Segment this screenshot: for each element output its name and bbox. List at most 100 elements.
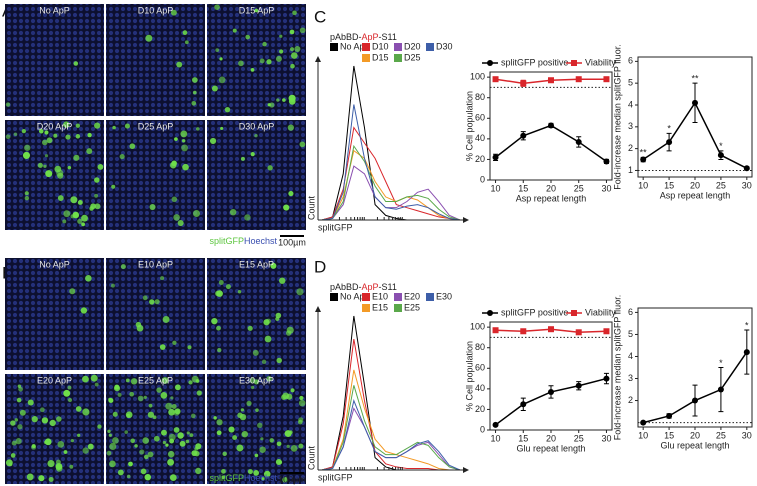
data-point (692, 99, 698, 106)
gfp-cell (195, 379, 200, 383)
gfp-cell (148, 403, 153, 408)
legend-swatch (330, 293, 338, 301)
gfp-cell (75, 406, 82, 412)
legend-label: E15 (372, 302, 388, 312)
gfp-cell (70, 214, 75, 219)
gfp-cell (41, 139, 48, 146)
gfp-cell (259, 58, 265, 64)
gfp-cell (247, 325, 253, 331)
image-label: E10 ApP (138, 259, 173, 269)
legend-label: D10 (372, 41, 389, 51)
image-label: E30 ApP (239, 375, 274, 385)
legend-title-part: -S11 (379, 32, 397, 42)
gfp-cell (283, 204, 290, 211)
significance: ** (640, 148, 648, 158)
gfp-cell (216, 325, 221, 331)
gfp-cell (67, 165, 72, 170)
gfp-cell (82, 375, 89, 383)
significance: * (745, 320, 749, 330)
gfp-cell (255, 408, 259, 413)
data-point (548, 122, 554, 129)
gfp-cell (10, 420, 16, 426)
data-point (520, 80, 527, 87)
gfp-cell (290, 444, 298, 452)
gfp-cell (48, 476, 54, 482)
gfp-cell (160, 392, 168, 399)
gfp-cell (232, 28, 237, 33)
gfp-cell (108, 433, 112, 437)
y-axis-label: Fold-increase median splitGFP fluor. (612, 44, 622, 189)
gfp-cell (14, 418, 19, 422)
gfp-cell (218, 76, 226, 84)
legend-swatch (394, 54, 402, 62)
gfp-cell (62, 219, 67, 224)
gfp-cell (43, 164, 47, 169)
gfp-cell (43, 440, 48, 445)
micrograph (106, 120, 205, 230)
gfp-cell (244, 214, 251, 221)
gfp-cell (139, 449, 145, 455)
gfp-cell (70, 196, 78, 204)
gfp-cell (253, 470, 260, 476)
legend-title-part: pAbBD- (330, 32, 362, 42)
gfp-cell (282, 98, 286, 102)
y-tick-label: 0 (480, 174, 485, 184)
gfp-cell (37, 162, 43, 168)
gfp-cell (21, 128, 27, 134)
gfp-cell (147, 411, 155, 418)
gfp-cell (94, 382, 99, 387)
gfp-cell (267, 165, 273, 171)
gfp-cell (49, 419, 56, 427)
gfp-cell (117, 392, 122, 397)
gfp-cell (290, 52, 298, 59)
y-tick-label: 3 (628, 373, 633, 383)
gfp-cell (45, 170, 53, 178)
gfp-cell (44, 154, 49, 158)
density-curve (321, 339, 460, 471)
x-tick-label: 20 (546, 433, 556, 443)
micrograph (5, 374, 104, 484)
gfp-cell (73, 154, 80, 161)
gfp-cell (237, 412, 243, 419)
gfp-cell (153, 435, 160, 442)
gfp-cell (299, 141, 306, 148)
y-tick-label: 6 (628, 56, 633, 66)
gfp-cell (177, 432, 184, 439)
gfp-cell (109, 442, 117, 451)
gfp-cell (57, 195, 64, 201)
x-tick-label: 15 (664, 430, 674, 440)
data-point (640, 156, 647, 163)
data-point (548, 388, 554, 395)
gfp-cell (63, 121, 70, 128)
data-point (492, 76, 499, 83)
y-tick-label: 1 (628, 165, 633, 175)
gfp-cell (57, 440, 65, 448)
legend-swatch (362, 43, 370, 51)
gfp-cell (149, 203, 156, 211)
gfp-cell (176, 61, 183, 68)
gfp-cell (219, 57, 223, 61)
legend-label: Viability (585, 57, 616, 67)
gfp-cell (187, 345, 192, 350)
scale-bar-label: 100µm (278, 237, 306, 247)
gfp-cell (117, 469, 124, 476)
gfp-cell (109, 460, 116, 468)
gfp-cell (174, 137, 178, 141)
legend-marker (487, 310, 493, 316)
gfp-cell (97, 424, 102, 429)
gfp-cell (41, 417, 49, 424)
gfp-cell (266, 376, 272, 382)
gfp-cell (294, 46, 301, 53)
scale-bar-label: 100µm (278, 474, 306, 484)
gfp-cell (11, 440, 17, 446)
gfp-cell (240, 156, 245, 161)
gfp-cell (81, 214, 88, 222)
x-axis-label: splitGFP (318, 222, 353, 232)
legend-swatch (394, 293, 402, 301)
gfp-cell (161, 429, 167, 436)
gfp-cell (279, 34, 283, 38)
gfp-cell (90, 374, 98, 382)
gfp-cell (254, 8, 259, 13)
gfp-cell (169, 438, 175, 444)
y-arrow (315, 306, 321, 312)
